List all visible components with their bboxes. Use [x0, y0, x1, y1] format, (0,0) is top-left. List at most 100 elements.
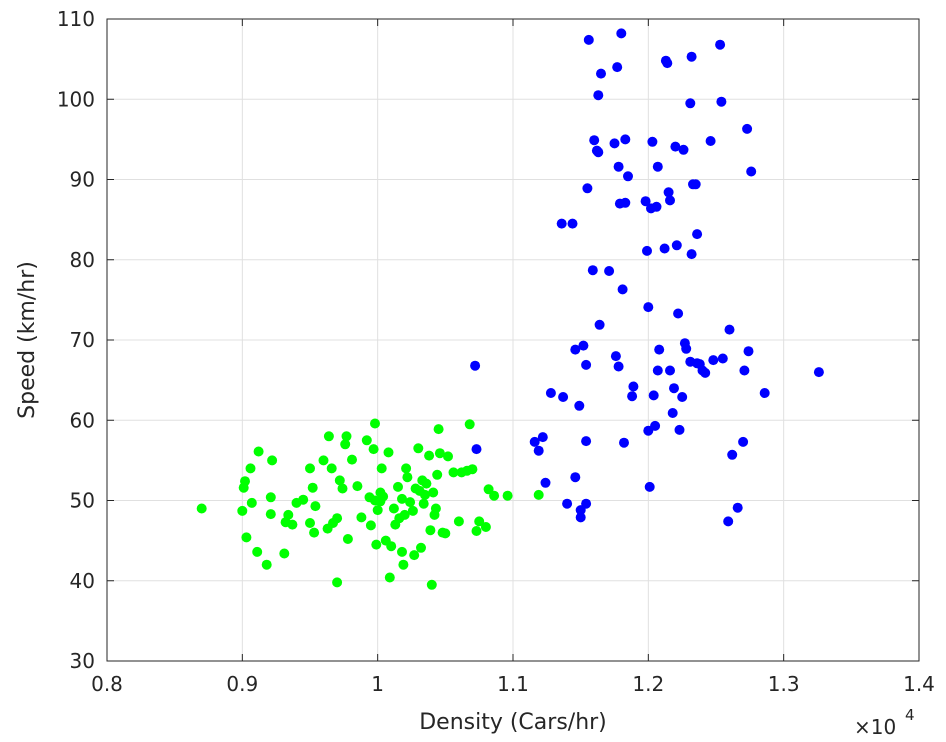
- data-point-series-2: [746, 166, 757, 177]
- data-point-series-1: [471, 526, 482, 536]
- data-point-series-1: [489, 490, 500, 501]
- y-tick-label: 100: [57, 87, 95, 111]
- data-point-series-1: [340, 439, 351, 450]
- data-point-series-2: [540, 477, 551, 488]
- x-axis-title: Density (Cars/hr): [419, 710, 607, 735]
- data-point-series-2: [623, 171, 633, 182]
- data-point-series-2: [562, 498, 573, 509]
- data-point-series-1: [402, 472, 413, 483]
- data-point-series-2: [732, 502, 743, 513]
- x-tick-label: 1.3: [768, 672, 800, 696]
- data-point-series-1: [413, 443, 424, 454]
- data-point-series-2: [708, 355, 719, 366]
- data-point-series-2: [587, 265, 598, 276]
- data-point-series-2: [665, 195, 675, 206]
- data-point-series-1: [425, 525, 436, 536]
- data-point-series-1: [253, 446, 264, 457]
- data-point-series-2: [644, 481, 655, 492]
- x-tick-label: 1.4: [903, 672, 935, 696]
- y-tick-label: 80: [70, 248, 95, 272]
- data-point-series-2: [685, 98, 696, 109]
- data-point-series-2: [677, 392, 688, 402]
- data-point-series-2: [616, 28, 627, 39]
- data-point-series-2: [717, 353, 728, 364]
- data-point-series-1: [237, 505, 248, 516]
- data-point-series-1: [196, 503, 207, 514]
- data-point-series-2: [681, 343, 692, 354]
- x-axis-exponent: ×10 4: [854, 706, 915, 739]
- data-point-series-2: [578, 340, 589, 351]
- y-tick-label: 70: [70, 328, 95, 352]
- data-point-series-1: [305, 463, 315, 474]
- data-point-series-2: [589, 135, 600, 146]
- data-point-series-2: [651, 201, 662, 212]
- data-point-series-2: [659, 243, 670, 254]
- data-point-series-2: [593, 90, 604, 101]
- data-point-series-1: [368, 444, 379, 455]
- grid-lines: [106, 18, 920, 662]
- data-point-series-2: [673, 308, 684, 319]
- data-point-series-1: [245, 463, 256, 474]
- data-point-series-2: [652, 365, 663, 376]
- data-point-series-1: [318, 455, 329, 466]
- data-point-series-1: [502, 490, 513, 501]
- data-point-series-2: [613, 361, 624, 372]
- data-point-series-2: [724, 324, 735, 335]
- data-point-series-2: [663, 187, 674, 198]
- data-point-series-1: [341, 431, 352, 442]
- y-tick-label: 40: [70, 569, 95, 593]
- data-point-series-1: [261, 559, 272, 570]
- data-point-series-1: [279, 548, 290, 559]
- data-point-series-2: [690, 179, 701, 190]
- data-point-series-1: [474, 516, 485, 527]
- data-point-series-1: [407, 505, 418, 516]
- data-point-series-1: [398, 559, 409, 570]
- data-point-series-1: [365, 520, 376, 531]
- data-point-series-2: [738, 436, 749, 447]
- data-point-series-2: [583, 34, 594, 45]
- data-point-series-2: [609, 138, 620, 149]
- data-point-series-2: [593, 147, 604, 158]
- data-point-series-2: [674, 424, 685, 435]
- data-point-series-2: [570, 472, 581, 483]
- data-point-series-2: [612, 62, 623, 73]
- x-tick-label: 1.1: [497, 672, 529, 696]
- data-point-series-1: [310, 501, 321, 512]
- data-point-series-1: [267, 455, 278, 466]
- data-point-series-1: [448, 467, 459, 478]
- data-point-series-2: [470, 360, 481, 371]
- data-point-series-2: [686, 51, 697, 62]
- y-tick-label: 30: [70, 649, 95, 673]
- data-point-series-1: [370, 418, 380, 429]
- y-tick-label: 60: [70, 408, 95, 432]
- data-point-series-2: [620, 197, 631, 208]
- data-point-series-1: [356, 512, 367, 523]
- data-point-series-2: [471, 444, 482, 455]
- data-point-series-1: [397, 493, 407, 504]
- data-point-series-1: [326, 463, 337, 474]
- data-point-series-2: [556, 218, 567, 229]
- x-tick-label: 0.9: [226, 672, 258, 696]
- data-point-series-2: [686, 249, 697, 260]
- data-point-series-2: [716, 96, 727, 107]
- data-point-series-1: [383, 447, 394, 458]
- data-point-series-1: [397, 546, 407, 557]
- data-point-series-2: [581, 359, 592, 370]
- data-point-series-2: [558, 392, 569, 402]
- data-point-series-2: [743, 346, 754, 357]
- data-point-series-1: [428, 487, 439, 498]
- y-tick-label: 50: [70, 489, 95, 513]
- data-point-series-2: [742, 123, 753, 134]
- data-point-series-2: [628, 381, 639, 392]
- data-point-series-1: [453, 516, 464, 527]
- x-tick-label: 1: [371, 672, 384, 696]
- data-point-series-2: [594, 319, 605, 330]
- data-point-series-1: [265, 492, 276, 503]
- data-point-series-1: [433, 424, 444, 435]
- x-exponent-power: 4: [905, 706, 915, 724]
- data-point-series-2: [665, 365, 675, 376]
- data-point-series-1: [443, 451, 453, 462]
- data-point-series-1: [347, 454, 357, 465]
- data-point-series-1: [372, 505, 383, 516]
- data-point-series-2: [662, 58, 673, 69]
